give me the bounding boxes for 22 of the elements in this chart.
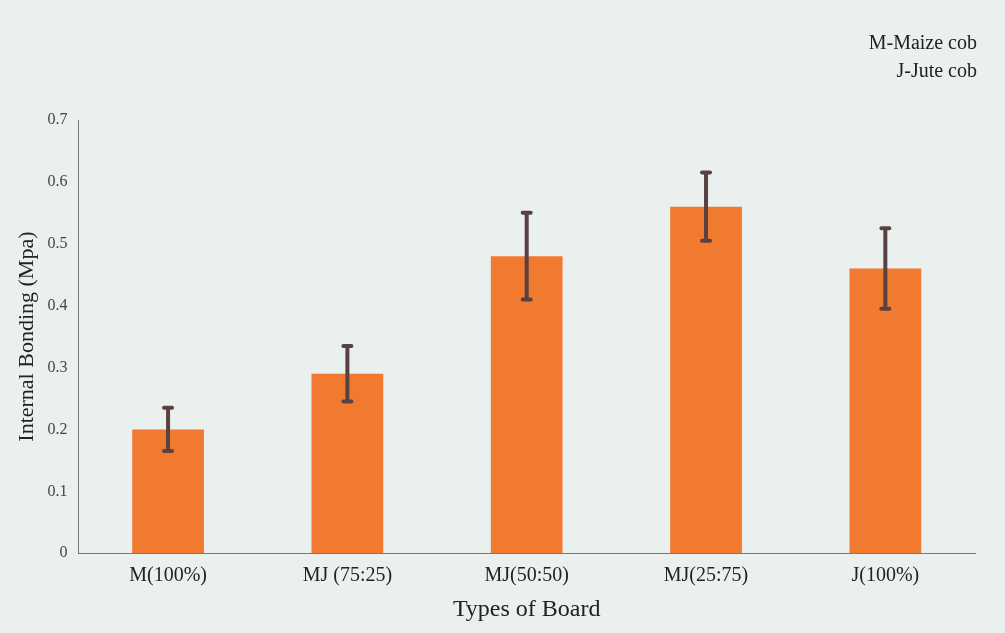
y-tick-label: 0.5 — [47, 233, 68, 251]
y-tick-label: 0 — [59, 543, 68, 561]
text: M-Maize cob — [868, 30, 977, 55]
x-tick-label: MJ(25:75) — [663, 563, 749, 587]
bar — [311, 373, 384, 554]
y-tick-label: 0.2 — [47, 419, 68, 437]
bar — [670, 206, 742, 554]
bar — [849, 268, 922, 554]
x-tick-label: MJ (75:25) — [302, 563, 393, 587]
y-tick-label: 0.3 — [47, 357, 68, 375]
y-tick-label: 0.6 — [47, 172, 68, 190]
y-tick-label: 0.1 — [47, 481, 68, 499]
x-tick-label: M(100%) — [129, 563, 207, 587]
text: J-Jute cob — [895, 58, 977, 83]
x-tick-label: MJ(50:50) — [484, 563, 569, 587]
y-tick-label: 0.4 — [47, 295, 68, 313]
y-axis-title: Internal Bonding (Mpa) — [12, 231, 38, 442]
x-axis-title: Types of Board — [452, 594, 601, 621]
bar — [132, 429, 204, 554]
y-tick-label: 0.7 — [47, 110, 68, 128]
x-tick-label: J(100%) — [851, 563, 920, 587]
bar — [490, 256, 563, 554]
